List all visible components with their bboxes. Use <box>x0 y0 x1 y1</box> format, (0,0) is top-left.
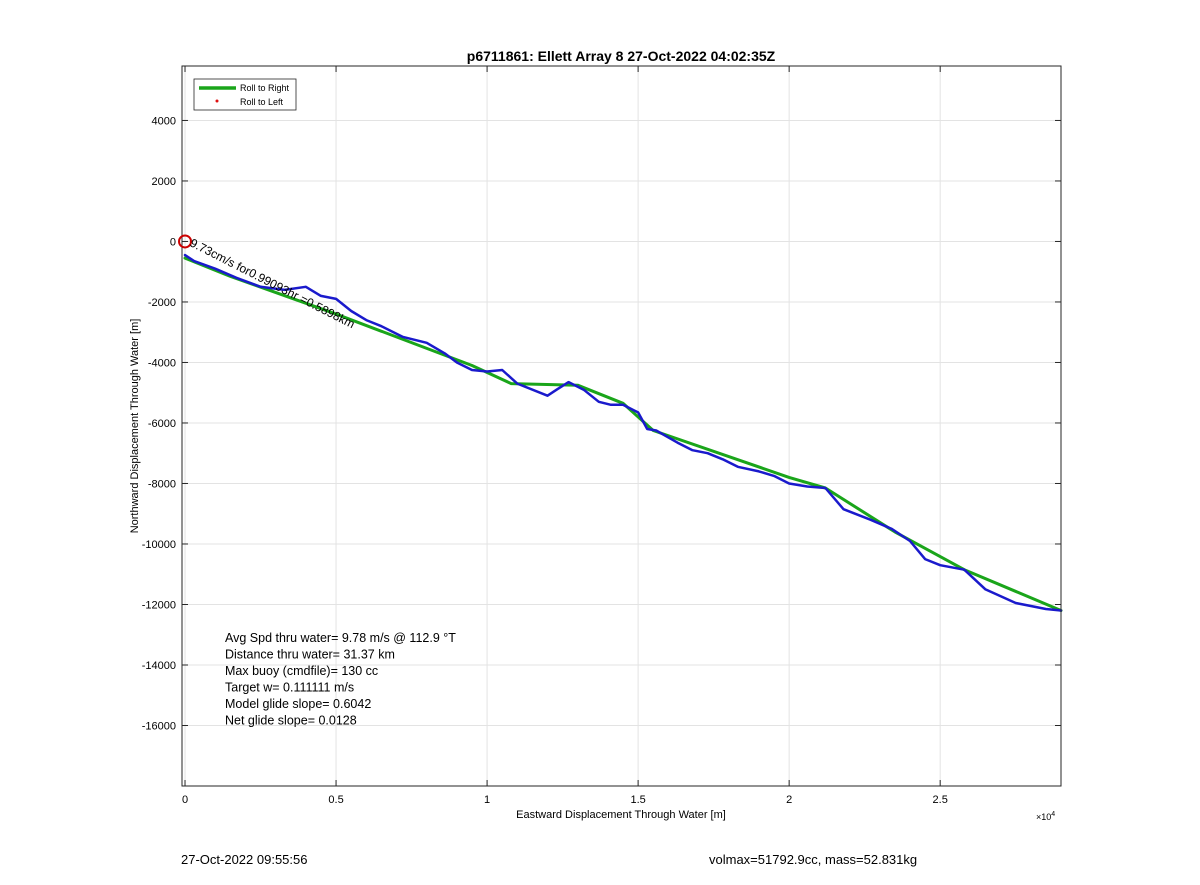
stats-line: Avg Spd thru water= 9.78 m/s @ 112.9 °T <box>225 631 456 645</box>
x-tick-label: 1.5 <box>630 794 645 806</box>
series-line-glider-track <box>183 253 1063 612</box>
y-tick-label: -6000 <box>148 418 176 430</box>
y-tick-label: -8000 <box>148 478 176 490</box>
y-tick-label: 4000 <box>152 115 176 127</box>
x-tick-label: 1 <box>484 794 490 806</box>
footer-info: volmax=51792.9cc, mass=52.831kg <box>709 852 918 867</box>
y-tick-label: -14000 <box>142 660 176 672</box>
y-axis-label: Northward Displacement Through Water [m] <box>129 319 141 534</box>
y-tick-label: -10000 <box>142 539 176 551</box>
chart-title: p6711861: Ellett Array 8 27-Oct-2022 04:… <box>467 48 776 64</box>
y-tick-label: -12000 <box>142 599 176 611</box>
y-tick-label: 0 <box>170 236 176 248</box>
x-tick-label: 2 <box>786 794 792 806</box>
stats-annotation: Avg Spd thru water= 9.78 m/s @ 112.9 °T D… <box>225 631 456 728</box>
legend-dot-roll-left <box>215 99 219 103</box>
y-tick-label: 2000 <box>152 176 176 188</box>
legend-box <box>193 78 297 111</box>
x-tick-label: 2.5 <box>933 794 948 806</box>
x-axis-label: Eastward Displacement Through Water [m] <box>516 809 726 821</box>
stats-line: Target w= 0.111111 m/s <box>225 681 354 695</box>
x-tick-label: 0.5 <box>328 794 343 806</box>
plot-area <box>182 66 1061 786</box>
stats-line: Net glide slope= 0.0128 <box>225 714 357 728</box>
x-tick-label: 0 <box>182 794 188 806</box>
legend-label-roll-right: Roll to Right <box>240 83 290 93</box>
axis-ticks: 0 0.5 1 1.5 2 2.5 4000 2000 0 -2000 -4000 -6000 -800… <box>142 66 1061 806</box>
footer-date: 27-Oct-2022 09:55:56 <box>181 852 308 867</box>
start-circle-marker <box>178 234 193 249</box>
data-series <box>183 253 1063 612</box>
y-tick-label: -16000 <box>142 720 176 732</box>
legend-label-roll-left: Roll to Left <box>240 97 284 107</box>
y-tick-label: -2000 <box>148 297 176 309</box>
stats-line: Model glide slope= 0.6042 <box>225 697 371 711</box>
legend: Roll to Right Roll to Left <box>193 78 297 111</box>
stats-line: Max buoy (cmdfile)= 130 cc <box>225 664 378 678</box>
plot-frame <box>181 65 1062 787</box>
y-tick-label: -4000 <box>148 357 176 369</box>
stats-line: Distance thru water= 31.37 km <box>225 648 395 662</box>
x-axis-exponent: ×104 <box>1036 811 1055 822</box>
